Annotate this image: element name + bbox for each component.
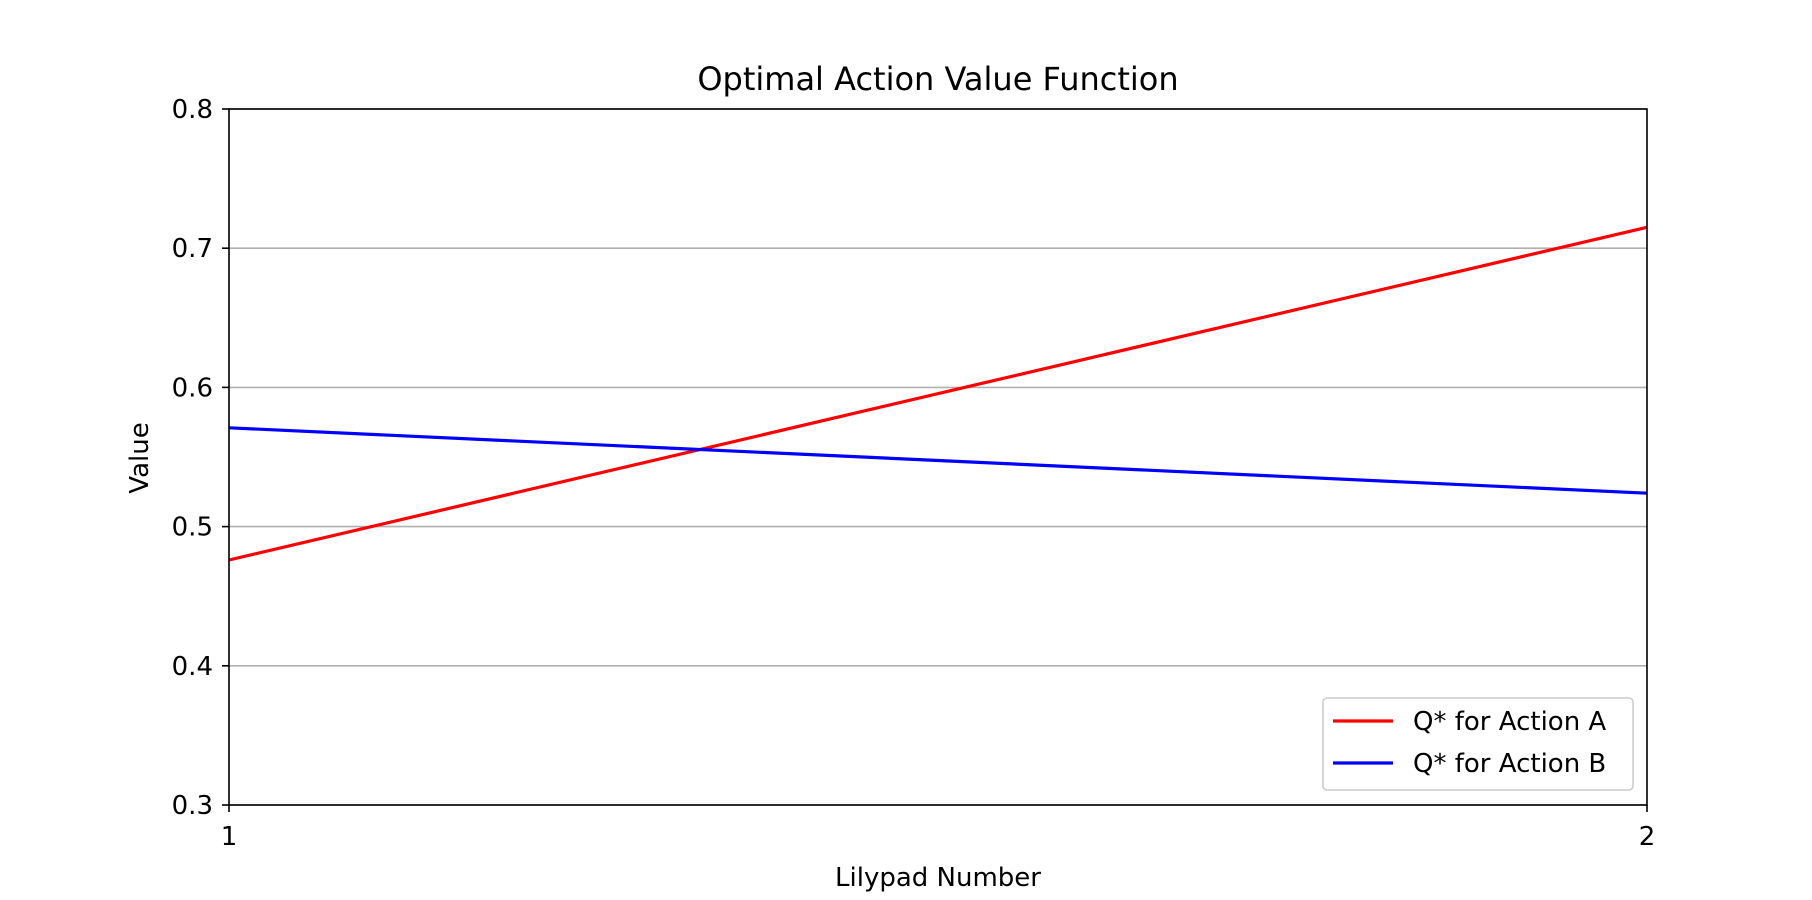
legend: Q* for Action A Q* for Action B (1322, 697, 1634, 791)
plot-frame (228, 108, 1648, 806)
chart-title: Optimal Action Value Function (697, 60, 1178, 98)
y-tick-label: 0.4 (172, 652, 213, 682)
y-tick-label: 0.7 (172, 234, 213, 264)
x-tick-label: 2 (1639, 822, 1656, 852)
y-tick-label: 0.3 (172, 791, 213, 821)
series-layer (228, 225, 1648, 562)
y-tick-label: 0.5 (172, 513, 213, 543)
series-line-action-a (228, 225, 1648, 562)
legend-label: Q* for Action A (1413, 707, 1606, 737)
x-tick-label: 1 (221, 822, 238, 852)
y-tick-label: 0.6 (172, 373, 213, 403)
ticks-layer: 0.3 0.4 0.5 0.6 0.7 0.8 1 2 (172, 95, 1656, 852)
x-axis-label: Lilypad Number (835, 863, 1041, 893)
series-line-action-b (228, 426, 1648, 495)
legend-box (1322, 697, 1634, 791)
y-axis-label: Value (125, 422, 155, 493)
y-tick-label: 0.8 (172, 95, 213, 125)
legend-label: Q* for Action B (1413, 749, 1606, 779)
